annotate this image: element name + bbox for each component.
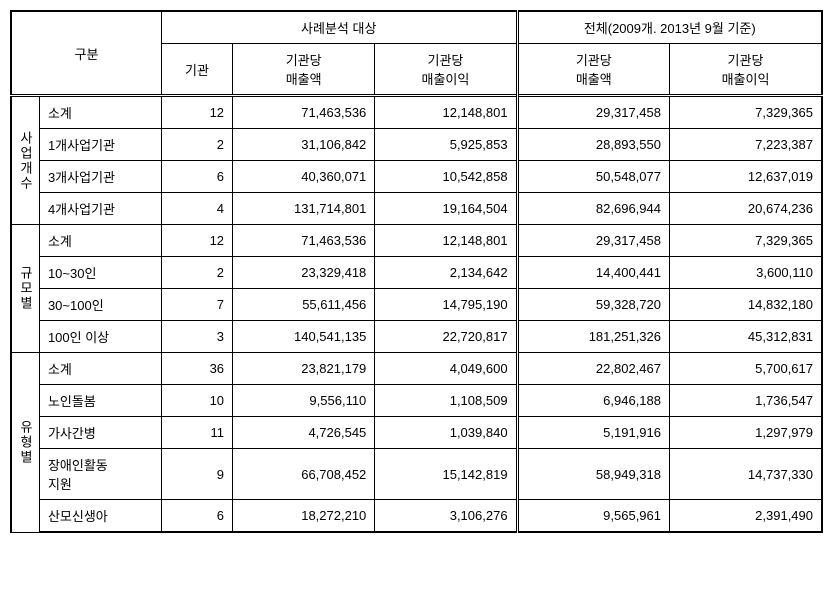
row-label: 소계 [39,225,161,257]
header-category: 구분 [11,11,161,96]
cell-value: 23,329,418 [233,257,375,289]
cell-value: 10 [161,385,232,417]
cell-value: 9,556,110 [233,385,375,417]
cell-value: 5,700,617 [670,353,823,385]
cell-value: 59,328,720 [517,289,669,321]
row-label: 1개사업기관 [39,129,161,161]
cell-value: 55,611,456 [233,289,375,321]
cell-value: 7,329,365 [670,225,823,257]
cell-value: 10,542,858 [375,161,517,193]
row-label: 10~30인 [39,257,161,289]
cell-value: 2 [161,129,232,161]
cell-value: 1,108,509 [375,385,517,417]
cell-value: 12,148,801 [375,225,517,257]
cell-value: 131,714,801 [233,193,375,225]
cell-value: 19,164,504 [375,193,517,225]
cell-value: 9,565,961 [517,500,669,533]
cell-value: 2 [161,257,232,289]
row-label: 4개사업기관 [39,193,161,225]
group-header-business-count: 사업개수 [11,96,39,225]
cell-value: 3,600,110 [670,257,823,289]
cell-value: 20,674,236 [670,193,823,225]
header-total-profit: 기관당 매출이익 [670,44,823,96]
header-inst: 기관 [161,44,232,96]
cell-value: 7,223,387 [670,129,823,161]
cell-value: 50,548,077 [517,161,669,193]
cell-value: 12 [161,225,232,257]
cell-value: 14,737,330 [670,449,823,500]
cell-value: 22,720,817 [375,321,517,353]
row-label: 3개사업기관 [39,161,161,193]
cell-value: 71,463,536 [233,96,375,129]
header-total-group: 전체(2009개. 2013년 9월 기준) [517,11,822,44]
cell-value: 28,893,550 [517,129,669,161]
cell-value: 5,191,916 [517,417,669,449]
cell-value: 6 [161,161,232,193]
cell-value: 4 [161,193,232,225]
cell-value: 1,297,979 [670,417,823,449]
cell-value: 6 [161,500,232,533]
row-label: 가사간병 [39,417,161,449]
cell-value: 22,802,467 [517,353,669,385]
cell-value: 2,134,642 [375,257,517,289]
cell-value: 14,795,190 [375,289,517,321]
group-header-scale: 규모별 [11,225,39,353]
cell-value: 29,317,458 [517,225,669,257]
row-label: 30~100인 [39,289,161,321]
cell-value: 12,148,801 [375,96,517,129]
cell-value: 66,708,452 [233,449,375,500]
cell-value: 40,360,071 [233,161,375,193]
cell-value: 14,400,441 [517,257,669,289]
cell-value: 140,541,135 [233,321,375,353]
header-total-sales: 기관당 매출액 [517,44,669,96]
cell-value: 1,039,840 [375,417,517,449]
cell-value: 23,821,179 [233,353,375,385]
cell-value: 45,312,831 [670,321,823,353]
cell-value: 7 [161,289,232,321]
cell-value: 12 [161,96,232,129]
row-label: 산모신생아 [39,500,161,533]
cell-value: 3,106,276 [375,500,517,533]
cell-value: 14,832,180 [670,289,823,321]
row-label: 노인돌봄 [39,385,161,417]
cell-value: 82,696,944 [517,193,669,225]
row-label: 소계 [39,353,161,385]
cell-value: 15,142,819 [375,449,517,500]
group-header-type: 유형별 [11,353,39,533]
data-table: 구분 사례분석 대상 전체(2009개. 2013년 9월 기준) 기관 기관당… [10,10,823,533]
cell-value: 7,329,365 [670,96,823,129]
cell-value: 71,463,536 [233,225,375,257]
cell-value: 31,106,842 [233,129,375,161]
cell-value: 12,637,019 [670,161,823,193]
cell-value: 1,736,547 [670,385,823,417]
cell-value: 58,949,318 [517,449,669,500]
cell-value: 36 [161,353,232,385]
cell-value: 3 [161,321,232,353]
header-sales-per-inst: 기관당 매출액 [233,44,375,96]
cell-value: 181,251,326 [517,321,669,353]
row-label: 소계 [39,96,161,129]
header-profit-per-inst: 기관당 매출이익 [375,44,517,96]
row-label: 100인 이상 [39,321,161,353]
cell-value: 11 [161,417,232,449]
cell-value: 5,925,853 [375,129,517,161]
cell-value: 4,049,600 [375,353,517,385]
cell-value: 2,391,490 [670,500,823,533]
header-analysis-group: 사례분석 대상 [161,11,517,44]
cell-value: 6,946,188 [517,385,669,417]
row-label: 장애인활동 지원 [39,449,161,500]
cell-value: 29,317,458 [517,96,669,129]
cell-value: 9 [161,449,232,500]
cell-value: 18,272,210 [233,500,375,533]
cell-value: 4,726,545 [233,417,375,449]
